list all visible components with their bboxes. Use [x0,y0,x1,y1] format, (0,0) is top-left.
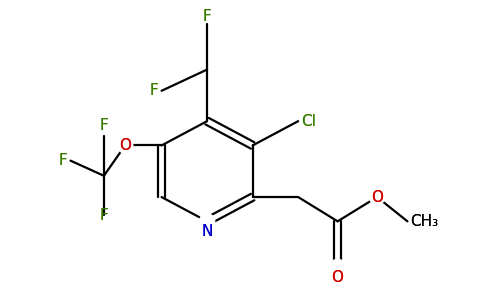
Text: Cl: Cl [301,114,316,129]
Text: Cl: Cl [301,114,316,129]
Text: CH₃: CH₃ [410,214,439,229]
Text: O: O [119,138,131,153]
Text: O: O [119,138,131,153]
Text: F: F [100,208,108,223]
Text: F: F [203,9,212,24]
Text: F: F [100,118,108,133]
Text: O: O [332,270,344,285]
Text: N: N [201,224,213,239]
Text: F: F [150,83,159,98]
Text: O: O [371,190,383,205]
Text: CH₃: CH₃ [410,214,439,229]
Text: N: N [201,224,213,239]
Text: O: O [371,190,383,205]
Text: F: F [100,208,108,223]
Circle shape [118,138,133,153]
Text: F: F [59,153,67,168]
Circle shape [330,259,345,274]
Text: F: F [59,153,67,168]
Text: F: F [150,83,159,98]
Text: O: O [332,270,344,285]
Circle shape [369,190,385,205]
Text: F: F [100,118,108,133]
Text: F: F [203,9,212,24]
Circle shape [199,214,215,229]
